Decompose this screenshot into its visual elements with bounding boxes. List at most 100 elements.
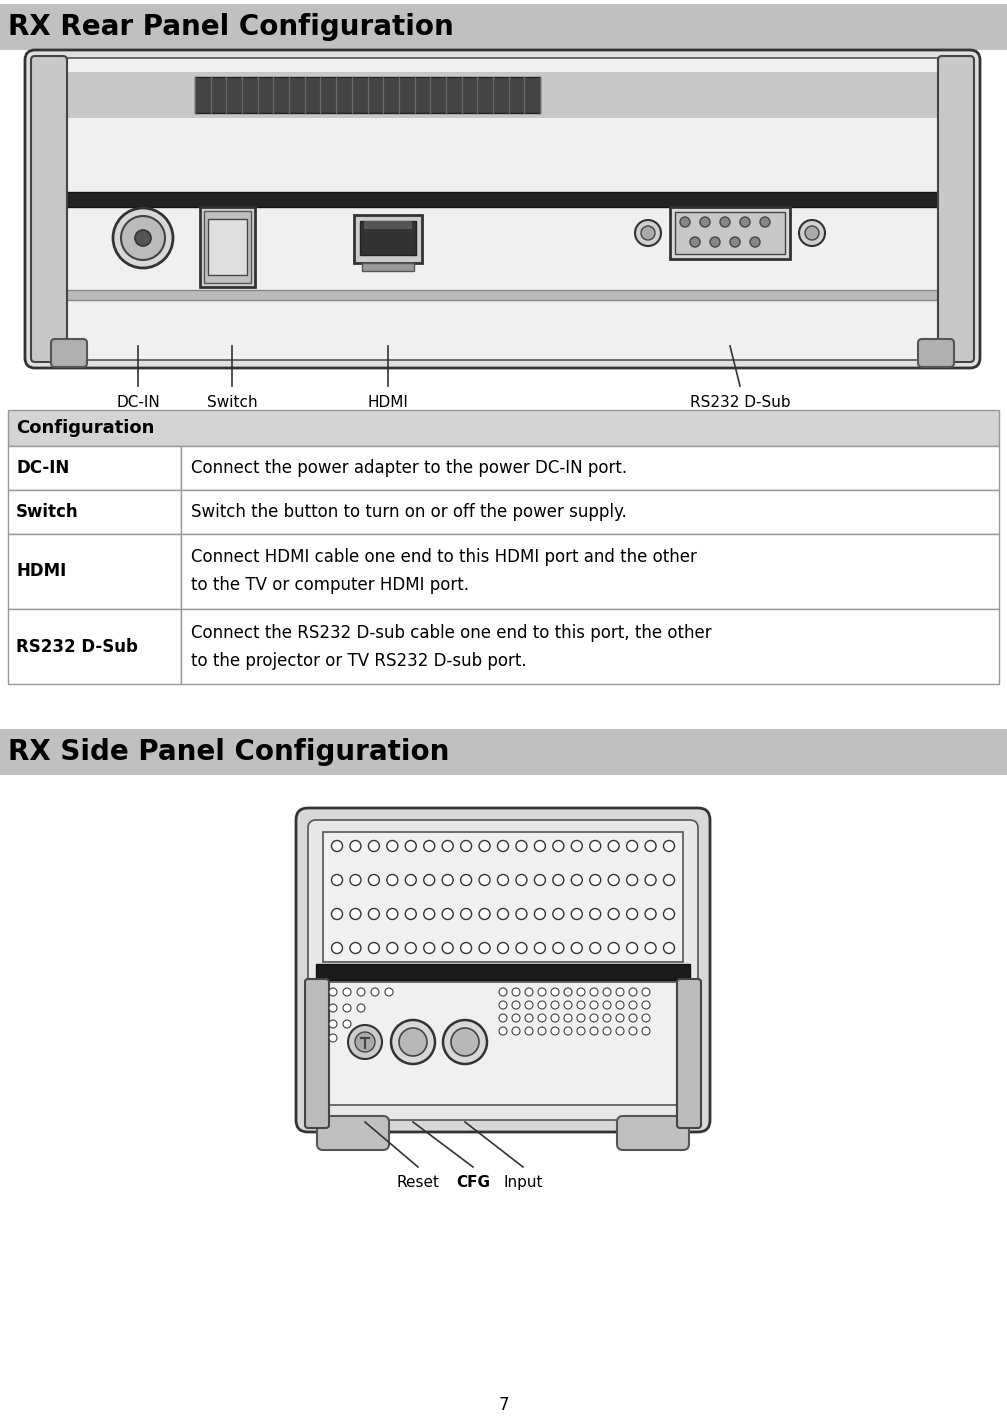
Text: DC-IN: DC-IN <box>16 459 69 477</box>
Circle shape <box>442 841 453 852</box>
Circle shape <box>616 1027 624 1035</box>
Circle shape <box>405 909 416 920</box>
Bar <box>364 222 412 229</box>
Circle shape <box>608 841 619 852</box>
Circle shape <box>564 1027 572 1035</box>
Text: 7: 7 <box>498 1396 509 1414</box>
Circle shape <box>525 988 533 995</box>
Circle shape <box>629 1001 637 1010</box>
Bar <box>200 207 255 287</box>
Text: Switch: Switch <box>206 395 258 410</box>
Circle shape <box>616 1014 624 1022</box>
Circle shape <box>331 841 342 852</box>
Circle shape <box>535 943 546 953</box>
Circle shape <box>525 1014 533 1022</box>
Bar <box>195 77 540 114</box>
Circle shape <box>479 841 490 852</box>
Circle shape <box>635 220 661 246</box>
Circle shape <box>516 943 527 953</box>
Circle shape <box>405 943 416 953</box>
Circle shape <box>571 943 582 953</box>
FancyBboxPatch shape <box>305 978 329 1127</box>
Circle shape <box>357 1004 365 1012</box>
Circle shape <box>577 1014 585 1022</box>
Circle shape <box>645 841 656 852</box>
Text: to the TV or computer HDMI port.: to the TV or computer HDMI port. <box>191 577 469 595</box>
Circle shape <box>350 943 361 953</box>
Bar <box>8 446 181 490</box>
Circle shape <box>460 943 471 953</box>
FancyBboxPatch shape <box>918 339 954 366</box>
FancyBboxPatch shape <box>296 808 710 1132</box>
Circle shape <box>369 875 380 886</box>
Circle shape <box>497 875 509 886</box>
Circle shape <box>369 943 380 953</box>
Circle shape <box>571 875 582 886</box>
Text: Configuration: Configuration <box>16 419 154 437</box>
Text: Reset: Reset <box>397 1174 439 1190</box>
Circle shape <box>590 988 598 995</box>
Circle shape <box>329 988 337 995</box>
Bar <box>204 212 251 283</box>
Circle shape <box>603 1027 611 1035</box>
Bar <box>359 222 416 256</box>
Circle shape <box>538 1027 546 1035</box>
Circle shape <box>551 1001 559 1010</box>
Circle shape <box>387 909 398 920</box>
Circle shape <box>442 909 453 920</box>
Circle shape <box>538 1001 546 1010</box>
Circle shape <box>538 1014 546 1022</box>
Bar <box>8 490 181 534</box>
Circle shape <box>512 1014 520 1022</box>
Bar <box>670 207 790 258</box>
Circle shape <box>590 841 601 852</box>
Circle shape <box>629 1027 637 1035</box>
Text: Connect the power adapter to the power DC-IN port.: Connect the power adapter to the power D… <box>191 459 627 477</box>
Bar <box>181 609 999 684</box>
FancyBboxPatch shape <box>677 978 701 1127</box>
Circle shape <box>750 237 760 247</box>
Circle shape <box>740 217 750 227</box>
Circle shape <box>479 909 490 920</box>
Bar <box>181 490 999 534</box>
Bar <box>675 212 785 254</box>
Circle shape <box>680 217 690 227</box>
Circle shape <box>516 875 527 886</box>
Circle shape <box>603 1001 611 1010</box>
Circle shape <box>551 1014 559 1022</box>
Circle shape <box>525 1027 533 1035</box>
Circle shape <box>626 841 637 852</box>
Circle shape <box>577 1027 585 1035</box>
Circle shape <box>799 220 825 246</box>
Circle shape <box>590 943 601 953</box>
Circle shape <box>564 1014 572 1022</box>
Circle shape <box>516 841 527 852</box>
Circle shape <box>442 943 453 953</box>
Circle shape <box>645 909 656 920</box>
FancyBboxPatch shape <box>31 55 67 362</box>
Circle shape <box>590 1027 598 1035</box>
Circle shape <box>391 1020 435 1064</box>
Circle shape <box>590 909 601 920</box>
Circle shape <box>553 909 564 920</box>
Text: Connect the RS232 D-sub cable one end to this port, the other: Connect the RS232 D-sub cable one end to… <box>191 623 712 642</box>
Circle shape <box>331 943 342 953</box>
Circle shape <box>551 988 559 995</box>
Circle shape <box>512 1001 520 1010</box>
Circle shape <box>385 988 393 995</box>
FancyBboxPatch shape <box>308 819 698 1120</box>
Text: RX Side Panel Configuration: RX Side Panel Configuration <box>8 738 449 765</box>
Circle shape <box>331 909 342 920</box>
Bar <box>181 446 999 490</box>
Circle shape <box>460 841 471 852</box>
Circle shape <box>350 875 361 886</box>
Bar <box>0 728 1007 775</box>
Bar <box>43 72 962 118</box>
Circle shape <box>350 909 361 920</box>
FancyBboxPatch shape <box>317 1116 389 1150</box>
Circle shape <box>564 1001 572 1010</box>
Circle shape <box>608 943 619 953</box>
Text: RX Rear Panel Configuration: RX Rear Panel Configuration <box>8 13 454 41</box>
Circle shape <box>760 217 770 227</box>
Circle shape <box>451 1028 479 1056</box>
